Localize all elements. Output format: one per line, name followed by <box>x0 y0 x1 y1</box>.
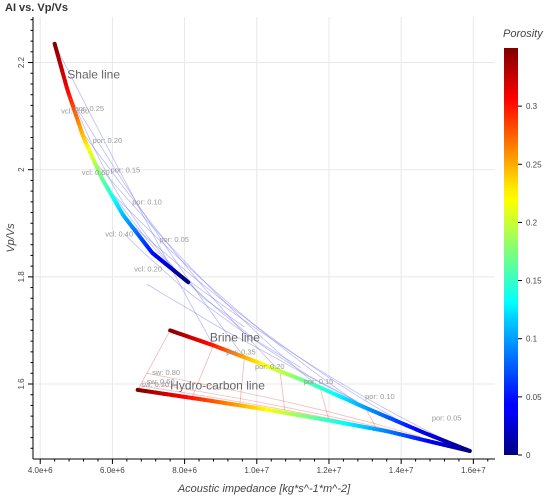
vcl-curve <box>146 283 414 429</box>
colorbar-tick-label: 0.25 <box>526 160 542 169</box>
model-annotation: por: 0.10 <box>132 198 162 207</box>
model-annotation: sw: 0.80 <box>152 368 180 377</box>
mixing-curve <box>69 96 245 358</box>
colorbar-tick-label: 0.2 <box>526 218 538 227</box>
model-annotation: por: 0.10 <box>365 392 395 401</box>
model-annotation: por: 0.05 <box>159 235 189 244</box>
line-label: Hydro-carbon line <box>170 378 265 392</box>
model-annotation: vcl: 0.20 <box>134 264 162 273</box>
fluid-sub-line <box>191 345 214 399</box>
model-annotation: por: 0.25 <box>75 104 105 113</box>
colorbar-tick-label: 0.1 <box>526 335 538 344</box>
series-segment <box>464 448 472 453</box>
colorbar-tick-label: 0 <box>526 451 531 460</box>
series-brine-line <box>168 328 472 453</box>
grid <box>33 17 495 459</box>
fluid-sub-line <box>319 387 330 421</box>
series-shale-line <box>52 41 191 285</box>
x-axis-label: Acoustic impedance [kg*s^-1*m^-2] <box>177 483 351 495</box>
colorbar-title: Porosity <box>503 28 544 40</box>
y-tick-label: 1.8 <box>17 271 26 283</box>
mixing-curve <box>151 252 470 452</box>
model-lines <box>52 41 472 453</box>
mixing-curve <box>54 43 214 346</box>
vcl-curve <box>77 111 245 328</box>
sw-curve <box>142 381 423 439</box>
model-annotation: vcl: 0.40 <box>105 230 133 239</box>
vcl-curve <box>123 233 358 402</box>
y-tick-label: 1.6 <box>17 378 26 390</box>
sw-curve <box>146 372 421 437</box>
mixing-curve <box>80 130 281 372</box>
x-tick-label: 1.4e+7 <box>389 466 414 475</box>
fluid-sub-line <box>137 330 171 391</box>
y-axis-ticks: 1.6 1.8 2 2.2 <box>17 19 33 449</box>
x-tick-label: 1.0e+7 <box>244 466 269 475</box>
line-label: Brine line <box>210 331 260 345</box>
x-tick-label: 1.6e+7 <box>461 466 486 475</box>
x-tick-label: 8.0e+6 <box>172 466 197 475</box>
fluid-sub-line <box>279 371 286 413</box>
line-label: Shale line <box>67 68 120 82</box>
model-annotation: por: 0.15 <box>304 377 334 386</box>
model-annotation: sw: 0.60 <box>147 377 175 386</box>
model-annotation: vcl: 0.80 <box>61 106 89 115</box>
colorbar-ticks: 0 0.05 0.1 0.15 0.2 0.25 0.3 <box>518 102 542 460</box>
model-annotation: sw: 0.20 <box>141 380 169 389</box>
x-tick-label: 1.2e+7 <box>317 466 342 475</box>
colorbar-tick-label: 0.15 <box>526 277 542 286</box>
model-annotation: por: 0.35 <box>226 348 256 357</box>
x-tick-label: 4.0e+6 <box>28 466 53 475</box>
y-axis-label: Vp/Vs <box>5 223 17 253</box>
chart-title: AI vs. Vp/Vs <box>5 2 68 14</box>
mixing-curve <box>127 221 414 429</box>
x-tick-label: 6.0e+6 <box>100 466 125 475</box>
x-axis-ticks: 4.0e+6 6.0e+6 8.0e+6 1.0e+7 1.2e+7 1.4e+7 1.6e… <box>28 459 489 475</box>
y-tick-label: 2.2 <box>17 56 26 68</box>
mixing-curve <box>93 160 321 388</box>
model-annotation: por: 0.20 <box>255 362 285 371</box>
fluid-sub-line <box>239 357 245 406</box>
fluid-sub-line <box>364 407 378 430</box>
model-annotation: por: 0.05 <box>432 413 462 422</box>
mixing-curve <box>108 189 366 408</box>
model-annotation: vcl: 0.60 <box>82 168 110 177</box>
colorbar-tick-label: 0.05 <box>526 393 542 402</box>
model-mesh <box>54 43 470 452</box>
colorbar-tick-label: 0.3 <box>526 102 538 111</box>
annotations: Shale line Brine line Hydro-carbon line vcl… <box>61 68 461 423</box>
y-tick-label: 2 <box>17 167 26 172</box>
series-hydro-carbon-line <box>135 387 472 453</box>
colorbar <box>504 48 518 455</box>
model-annotation: por: 0.20 <box>93 136 123 145</box>
series-segment <box>184 278 191 285</box>
model-annotation: por: 0.15 <box>111 165 141 174</box>
